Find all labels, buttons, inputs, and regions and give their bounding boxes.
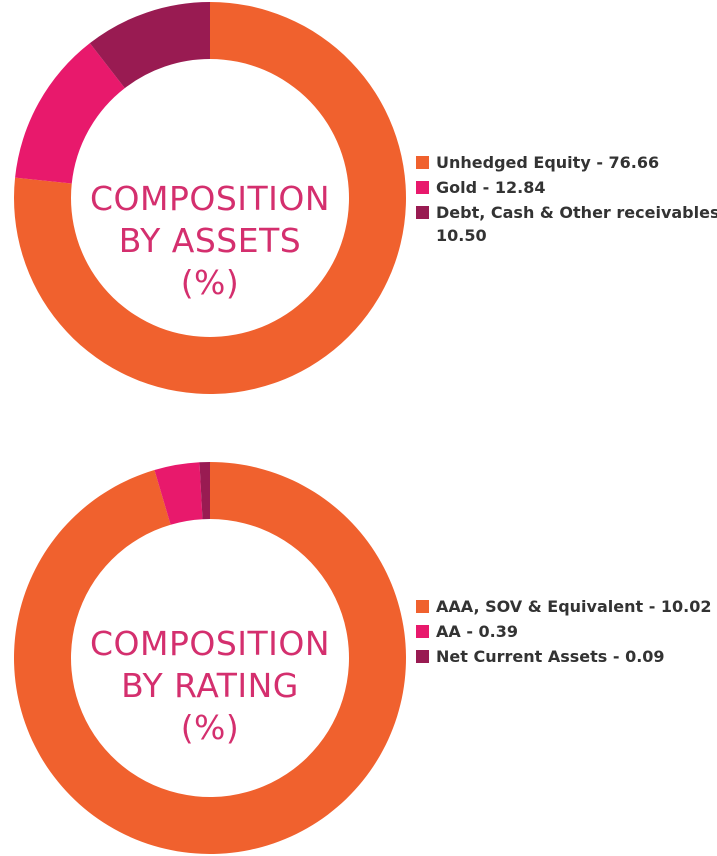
legend-item: AAA, SOV & Equivalent - 10.02 <box>416 595 717 618</box>
legend-item: AA - 0.39 <box>416 620 717 643</box>
legend-swatch <box>416 650 429 663</box>
donut-slice <box>89 2 210 89</box>
donut-slice <box>154 462 203 525</box>
legend-swatch <box>416 206 429 219</box>
chart-composition-by-assets: COMPOSITION BY ASSETS (%) Unhedged Equit… <box>0 0 717 400</box>
legend-rating: AAA, SOV & Equivalent - 10.02 AA - 0.39 … <box>416 595 717 670</box>
legend-label: Unhedged Equity - 76.66 <box>436 153 660 172</box>
donut-chart-rating <box>13 462 407 854</box>
legend-item: Unhedged Equity - 76.66 <box>416 151 717 174</box>
legend-label: Gold - 12.84 <box>436 178 546 197</box>
legend-label: AA - 0.39 <box>436 622 519 641</box>
legend-swatch <box>416 600 429 613</box>
donut-chart-assets <box>14 2 406 395</box>
legend-label: Debt, Cash & Other receivables - 10.50 <box>436 203 717 245</box>
legend-label: AAA, SOV & Equivalent - 10.02 <box>436 597 712 616</box>
center-label-line: (%) <box>180 708 240 747</box>
legend-swatch <box>416 156 429 169</box>
legend-item: Gold - 12.84 <box>416 176 717 199</box>
donut-slice <box>199 462 210 520</box>
center-label-line: (%) <box>180 263 240 302</box>
legend-swatch <box>416 625 429 638</box>
legend-label: Net Current Assets - 0.09 <box>436 647 665 666</box>
center-label-rating: COMPOSITION BY RATING (%) <box>65 623 355 749</box>
center-label-line: COMPOSITION <box>89 624 331 663</box>
center-label-line: BY ASSETS <box>118 221 302 260</box>
chart-composition-by-rating: COMPOSITION BY RATING (%) AAA, SOV & Equ… <box>0 452 717 856</box>
center-label-assets: COMPOSITION BY ASSETS (%) <box>65 178 355 304</box>
donut-slice <box>15 43 125 184</box>
center-label-line: BY RATING <box>121 666 299 705</box>
legend-swatch <box>416 181 429 194</box>
legend-assets: Unhedged Equity - 76.66 Gold - 12.84 Deb… <box>416 151 717 249</box>
legend-item: Debt, Cash & Other receivables - 10.50 <box>416 201 717 247</box>
center-label-line: COMPOSITION <box>89 179 331 218</box>
legend-item: Net Current Assets - 0.09 <box>416 645 717 668</box>
